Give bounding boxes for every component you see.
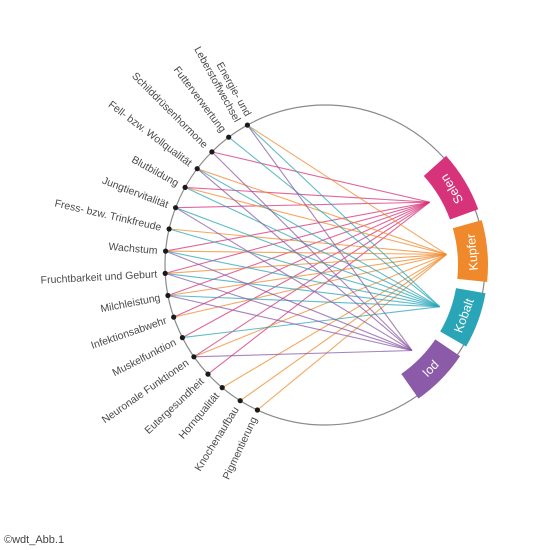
segment-selen xyxy=(423,155,479,220)
dot-jungtiervitalitaet xyxy=(173,205,179,211)
link-kobalt-wachstum xyxy=(165,250,440,308)
label-fell-bzw-wollqualitaet: Fell- bzw. Wollqualität xyxy=(106,99,194,170)
link-kobalt-blutbildung xyxy=(184,186,440,308)
link-kupfer-neuronale-funktionen xyxy=(193,253,447,358)
link-kobalt-muskelfunktion xyxy=(182,306,440,339)
dot-fell-bzw-wollqualitaet xyxy=(194,166,200,172)
link-iod-energie-und-leberstoffwechsel xyxy=(246,124,413,351)
link-iod-schilddruesenhormone xyxy=(211,151,413,351)
segment-kobalt xyxy=(440,288,486,347)
dot-neuronale-funktionen xyxy=(191,354,197,360)
dot-muskelfunktion xyxy=(179,335,185,341)
dot-schilddruesenhormone xyxy=(209,149,215,155)
dot-hornqualitaet xyxy=(219,385,225,391)
link-kupfer-energie-und-leberstoffwechsel xyxy=(247,124,447,255)
link-iod-fell-bzw-wollqualitaet xyxy=(196,168,413,351)
link-kupfer-wachstum xyxy=(165,250,447,255)
link-iod-fruchtbarkeit-und-geburt xyxy=(165,272,413,352)
link-kobalt-fress-bzw-trinkfreude xyxy=(168,228,440,308)
link-kobalt-energie-und-leberstoffwechsel xyxy=(247,124,440,308)
label-schilddruesenhormone: Schilddrüsenhormone xyxy=(129,70,210,151)
dot-fruchtbarkeit-und-geburt xyxy=(162,270,168,276)
dot-blutbildung xyxy=(182,184,188,190)
label-energie-und-leberstoffwechsel: Energie- undLeberstoffwechsel xyxy=(191,39,253,125)
link-selen-fruchtbarkeit-und-geburt xyxy=(165,201,430,274)
link-iod-jungtiervitalitaet xyxy=(175,207,413,351)
dot-pigmentierung xyxy=(254,407,260,413)
link-kupfer-blutbildung xyxy=(184,186,447,255)
dot-energie-und-leberstoffwechsel xyxy=(244,122,250,128)
link-kobalt-fruchtbarkeit-und-geburt xyxy=(165,272,440,308)
dot-wachstum xyxy=(163,248,169,254)
segment-kupfer xyxy=(452,220,488,282)
segment-iod xyxy=(401,339,461,399)
dot-eutergesundheit xyxy=(205,371,211,377)
segment-label-kupfer: Kupfer xyxy=(464,233,481,271)
label-wachstum: Wachstum xyxy=(108,241,158,257)
dot-fress-bzw-trinkfreude xyxy=(166,226,172,232)
link-selen-muskelfunktion xyxy=(182,201,430,339)
link-selen-milchleistung xyxy=(167,201,430,297)
link-kupfer-knochenaufbau xyxy=(239,253,447,402)
dot-infektionsabwehr xyxy=(171,314,177,320)
function-dots xyxy=(162,122,260,413)
function-labels: PigmentierungKnochenaufbauHornqualitätEu… xyxy=(40,39,260,482)
link-selen-blutbildung xyxy=(185,186,430,203)
label-milchleistung: Milchleistung xyxy=(99,292,161,315)
link-iod-wachstum xyxy=(165,250,413,352)
label-fruchtbarkeit-und-geburt: Fruchtbarkeit und Geburt xyxy=(40,268,157,286)
link-kobalt-milchleistung xyxy=(167,294,440,308)
credit-text: ©wdt_Abb.1 xyxy=(4,534,65,546)
link-kobalt-futterverwertung xyxy=(228,136,440,308)
link-iod-neuronale-funktionen xyxy=(193,349,413,358)
link-selen-wachstum xyxy=(165,201,430,252)
dot-knochenaufbau xyxy=(237,398,243,404)
link-kupfer-hornqualitaet xyxy=(221,253,447,389)
link-selen-schilddruesenhormone xyxy=(211,151,430,203)
dot-milchleistung xyxy=(165,292,171,299)
link-kobalt-fell-bzw-wollqualitaet xyxy=(196,168,440,308)
link-kupfer-fress-bzw-trinkfreude xyxy=(169,228,447,255)
dot-futterverwertung xyxy=(226,134,232,140)
label-blutbildung: Blutbildung xyxy=(129,154,180,190)
link-kobalt-jungtiervitalitaet xyxy=(175,207,440,308)
connection-lines xyxy=(165,124,447,411)
link-iod-milchleistung xyxy=(167,294,413,352)
link-selen-eutergesundheit xyxy=(207,201,430,375)
